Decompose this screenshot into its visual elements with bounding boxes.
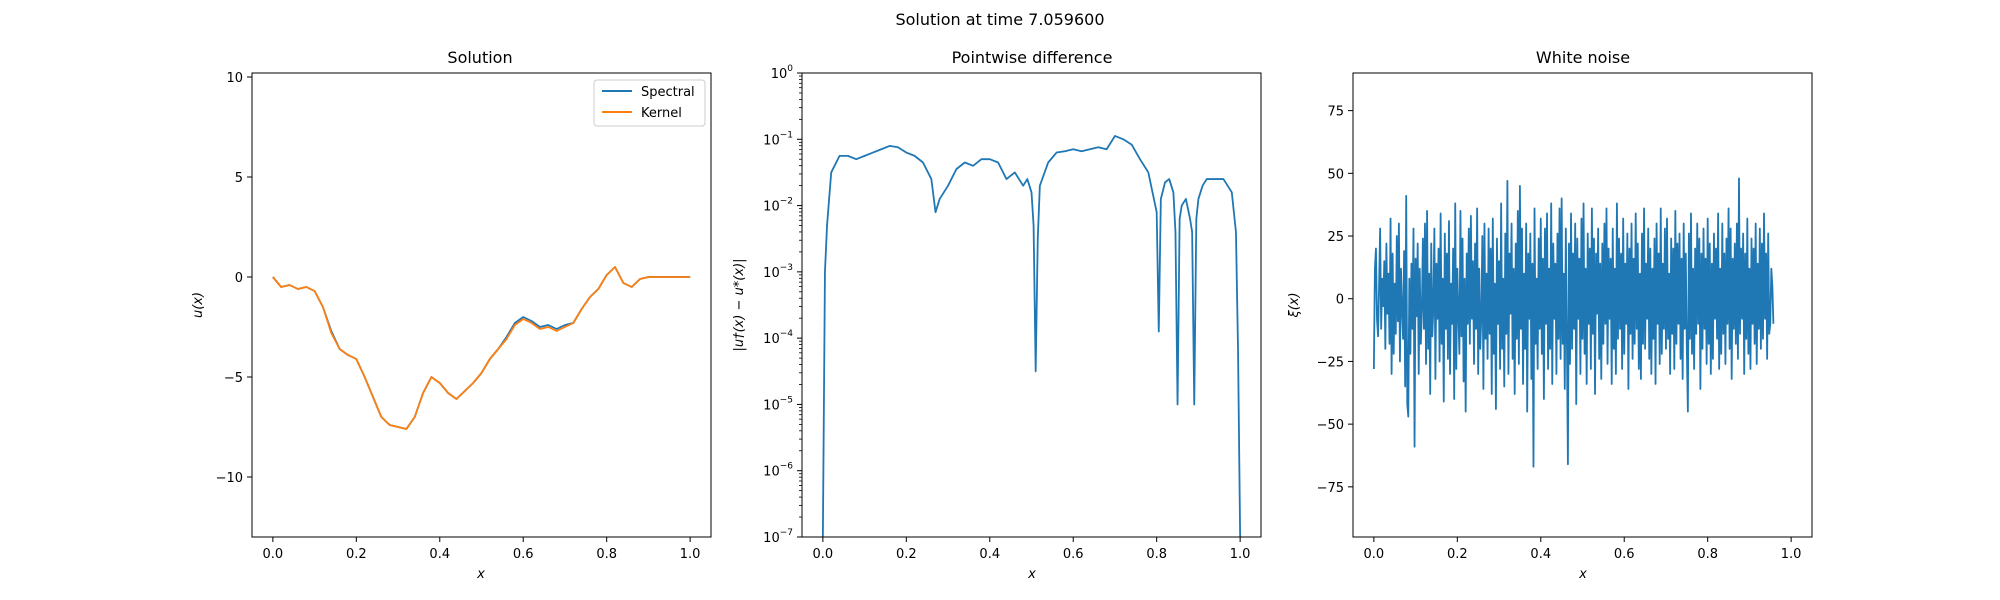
x-tick-label: 0.8 bbox=[1146, 547, 1167, 562]
y-tick-label: 5 bbox=[235, 171, 243, 186]
y-tick-label: 10−3 bbox=[763, 263, 793, 281]
white-noise-xlabel: x bbox=[1578, 567, 1587, 582]
solution-xlabel: x bbox=[476, 567, 485, 582]
x-tick-label: 0.2 bbox=[896, 547, 917, 562]
difference-axes-frame bbox=[801, 72, 1262, 538]
figure-suptitle: Solution at time 7.059600 bbox=[895, 10, 1104, 29]
y-tick-label: −25 bbox=[1317, 355, 1344, 370]
y-tick-label: 10−2 bbox=[763, 197, 793, 215]
y-tick-label: 10 bbox=[226, 71, 243, 86]
x-tick-label: 1.0 bbox=[1230, 547, 1251, 562]
y-tick-label: 10−1 bbox=[763, 130, 793, 148]
x-tick-label: 0.4 bbox=[429, 547, 450, 562]
y-tick-label: 10−6 bbox=[763, 462, 793, 480]
y-tick-label: −75 bbox=[1317, 481, 1344, 496]
y-tick-label: 10−7 bbox=[763, 528, 793, 546]
x-tick-label: 0.8 bbox=[1697, 547, 1718, 562]
x-tick-label: 0.6 bbox=[1063, 547, 1084, 562]
x-tick-label: 0.2 bbox=[346, 547, 367, 562]
x-tick-label: 0.0 bbox=[1364, 547, 1385, 562]
difference-panel: Pointwise difference 0.0 0.2 0.4 0.6 0.8 1.0 1… bbox=[732, 48, 1262, 582]
y-tick-label: 100 bbox=[771, 64, 794, 82]
x-tick-label: 0.4 bbox=[1530, 547, 1551, 562]
solution-panel: Solution 0.0 0.2 0.4 0.6 0.8 1.0 10 5 0 −5 −10 x u… bbox=[191, 48, 712, 582]
x-tick-label: 0.0 bbox=[263, 547, 284, 562]
x-tick-label: 0.8 bbox=[596, 547, 617, 562]
difference-line bbox=[821, 135, 1242, 538]
x-tick-label: 0.6 bbox=[1614, 547, 1635, 562]
solution-ylabel: u(x) bbox=[191, 292, 206, 318]
x-tick-label: 0.6 bbox=[513, 547, 534, 562]
y-tick-label: −50 bbox=[1317, 418, 1344, 433]
y-tick-label: 10−5 bbox=[763, 395, 793, 413]
x-tick-label: 0.2 bbox=[1447, 547, 1468, 562]
series-line-spectral bbox=[272, 266, 691, 430]
difference-xlabel: x bbox=[1027, 567, 1036, 582]
difference-ylabel: |u†(x) − u*(x)| bbox=[732, 258, 747, 351]
x-tick-label: 0.4 bbox=[979, 547, 1000, 562]
white-noise-panel: White noise 0.0 0.2 0.4 0.6 0.8 1.0 75 50 25 0 −25… bbox=[1287, 48, 1813, 582]
solution-axes-frame bbox=[251, 72, 712, 538]
white-noise-ylabel: ξ(x) bbox=[1287, 292, 1302, 318]
noise-line bbox=[1372, 177, 1775, 468]
y-tick-label: 10−4 bbox=[763, 329, 793, 347]
y-tick-label: 25 bbox=[1327, 230, 1344, 245]
legend-kernel-label: Kernel bbox=[641, 106, 682, 121]
x-tick-label: 0.0 bbox=[813, 547, 834, 562]
y-tick-label: 50 bbox=[1327, 167, 1344, 182]
x-tick-label: 1.0 bbox=[680, 547, 701, 562]
series-line-kernel bbox=[272, 266, 691, 430]
y-tick-label: −5 bbox=[224, 371, 243, 386]
white-noise-title: White noise bbox=[1536, 48, 1630, 67]
y-tick-label: 75 bbox=[1327, 105, 1344, 120]
difference-title: Pointwise difference bbox=[952, 48, 1113, 67]
solution-legend: Spectral Kernel bbox=[593, 79, 706, 127]
solution-title: Solution bbox=[447, 48, 512, 67]
legend-spectral-label: Spectral bbox=[641, 85, 695, 100]
y-tick-label: 0 bbox=[1336, 293, 1344, 308]
x-tick-label: 1.0 bbox=[1781, 547, 1802, 562]
y-tick-label: 0 bbox=[235, 271, 243, 286]
y-tick-label: −10 bbox=[216, 471, 243, 486]
white-noise-axes-frame bbox=[1352, 72, 1813, 538]
